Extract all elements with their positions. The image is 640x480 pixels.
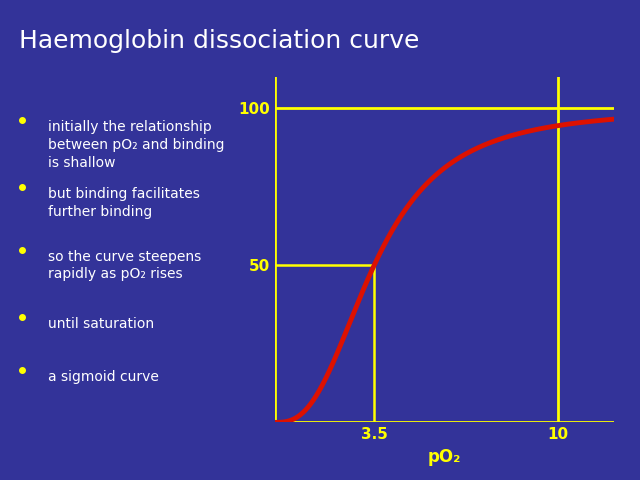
Text: a sigmoid curve: a sigmoid curve [48, 370, 159, 384]
Text: initially the relationship
between pO₂ and binding
is shallow: initially the relationship between pO₂ a… [48, 120, 225, 170]
X-axis label: pO₂: pO₂ [428, 448, 461, 466]
Text: but binding facilitates
further binding: but binding facilitates further binding [48, 187, 200, 219]
Text: so the curve steepens
rapidly as pO₂ rises: so the curve steepens rapidly as pO₂ ris… [48, 250, 201, 281]
Text: Haemoglobin dissociation curve: Haemoglobin dissociation curve [19, 29, 420, 53]
Text: until saturation: until saturation [48, 317, 154, 331]
